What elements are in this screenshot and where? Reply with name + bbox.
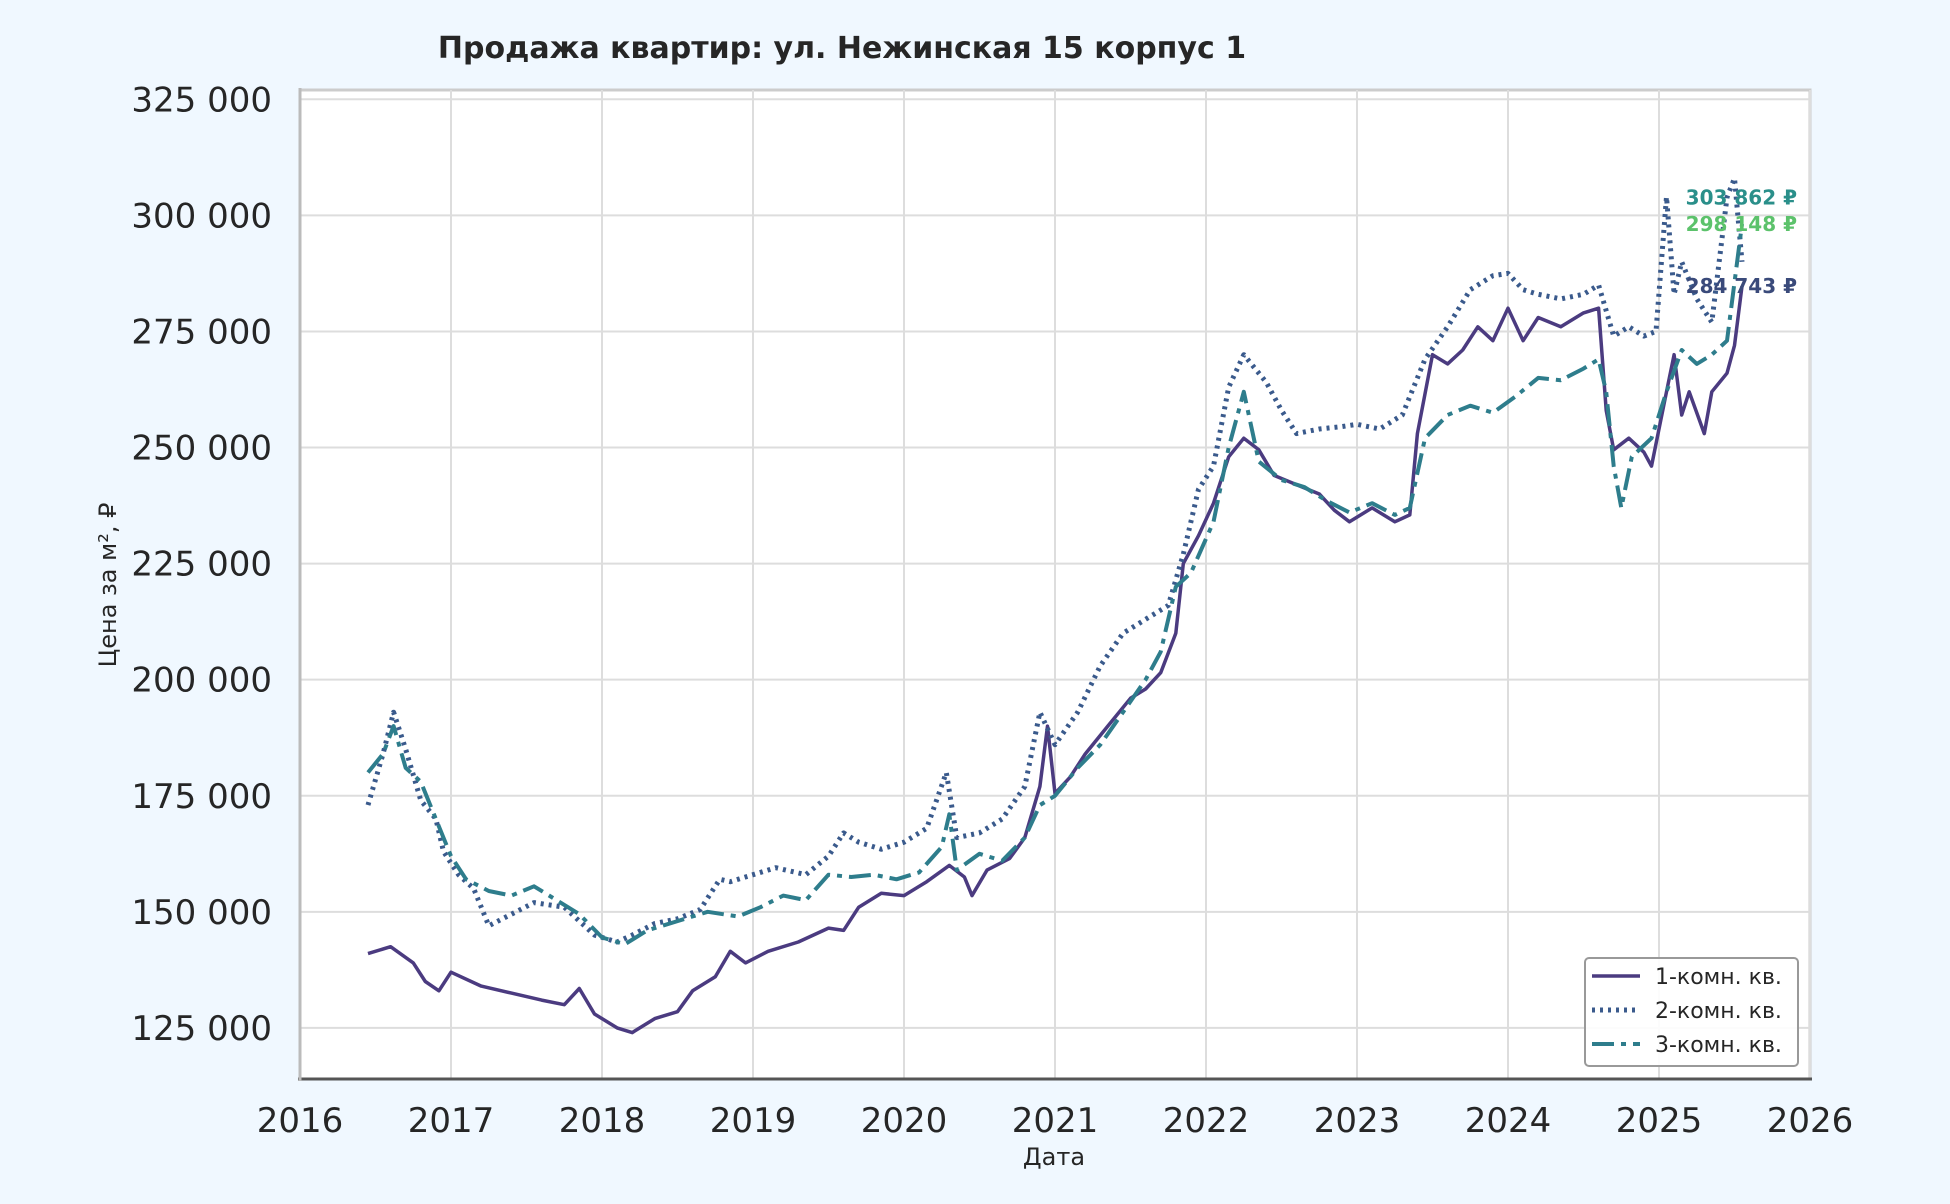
legend: 1-комн. кв. 2-комн. кв. 3-комн. кв.: [1584, 957, 1799, 1067]
y-tick-labels: 125 000 150 000 175 000 200 000 225 000 250 0…: [131, 80, 272, 1049]
last-value-labels: 303 862 ₽ 298 148 ₽ 284 743 ₽: [1686, 185, 1797, 298]
x-tick-label: 2019: [710, 1101, 797, 1141]
x-tick-labels: 2016 2017 2018 2019 2020 2021 2022 2023 2024 2025…: [257, 1101, 1854, 1141]
y-tick-label: 125 000: [131, 1009, 272, 1049]
x-tick-label: 2016: [257, 1101, 344, 1141]
y-axis-label: Цена за м², ₽: [94, 503, 122, 668]
last-value-label: 303 862 ₽: [1686, 185, 1797, 209]
legend-box: [1584, 957, 1799, 1067]
series-line-1: [367, 285, 1744, 1035]
last-value-label: 298 148 ₽: [1686, 212, 1797, 236]
x-axis-label: Дата: [1023, 1143, 1085, 1171]
legend-label: 3-комн. кв.: [1655, 1033, 1782, 1058]
legend-label: 2-комн. кв.: [1655, 999, 1782, 1024]
series-layer: [365, 175, 1745, 1035]
x-tick-label: 2022: [1163, 1101, 1250, 1141]
chart-title: Продажа квартир: ул. Нежинская 15 корпус…: [438, 31, 1246, 66]
y-tick-label: 175 000: [131, 777, 272, 817]
y-tick-label: 200 000: [131, 661, 272, 701]
x-tick-label: 2020: [861, 1101, 948, 1141]
x-tick-label: 2023: [1314, 1101, 1401, 1141]
y-tick-label: 300 000: [131, 196, 272, 236]
y-tick-label: 250 000: [131, 429, 272, 469]
grid: [299, 90, 1811, 1079]
legend-label: 1-комн. кв.: [1655, 965, 1782, 990]
x-tick-label: 2024: [1465, 1101, 1552, 1141]
y-tick-label: 225 000: [131, 545, 272, 585]
x-tick-label: 2018: [559, 1101, 646, 1141]
x-tick-label: 2025: [1616, 1101, 1703, 1141]
y-tick-label: 325 000: [131, 80, 272, 120]
series-line-3: [366, 223, 1744, 947]
y-tick-label: 150 000: [131, 893, 272, 933]
y-tick-label: 275 000: [131, 312, 272, 352]
last-value-label: 284 743 ₽: [1686, 274, 1797, 298]
x-tick-label: 2021: [1012, 1101, 1099, 1141]
x-tick-label: 2017: [408, 1101, 495, 1141]
x-tick-label: 2026: [1767, 1101, 1854, 1141]
